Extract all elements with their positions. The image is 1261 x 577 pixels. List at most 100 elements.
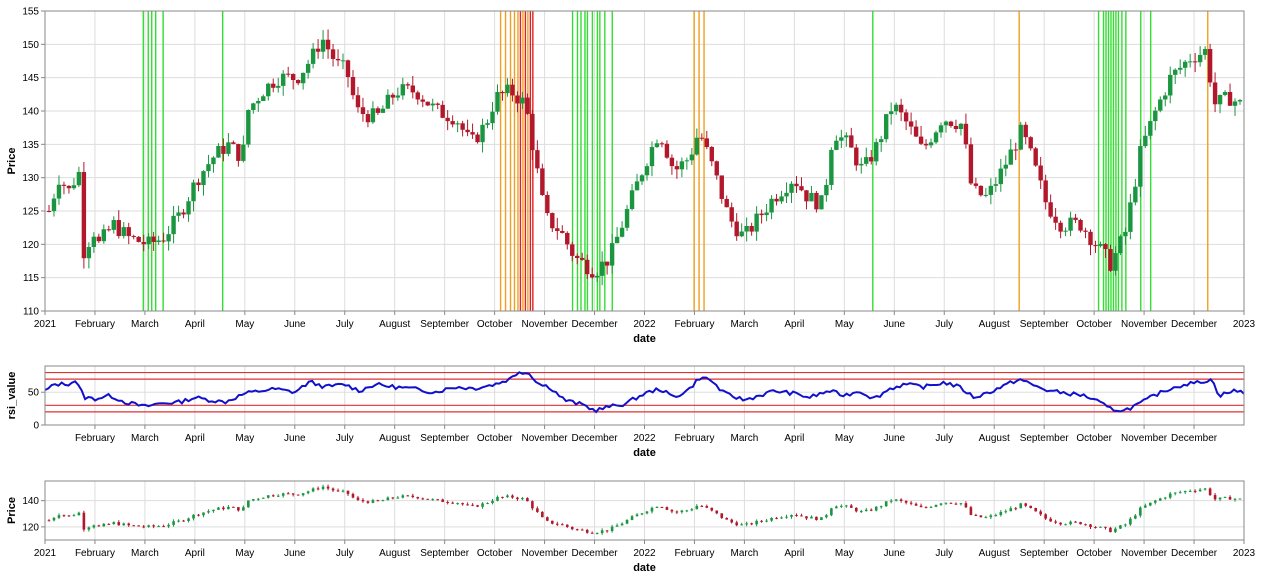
x-tick-label: August xyxy=(379,548,410,559)
overview-candlestick-panel[interactable]: 2021 February March April May June July August S… xyxy=(6,480,1256,574)
x-tick-label: September xyxy=(420,433,470,444)
overview-x-tick-labels: 2021 February March April May June July August S… xyxy=(34,540,1256,559)
candle-body xyxy=(51,198,57,212)
x-tick-label: 2022 xyxy=(633,433,656,444)
candle-body xyxy=(441,499,444,503)
candle-body xyxy=(1144,505,1147,508)
candle-body xyxy=(221,145,226,154)
candle-body xyxy=(1158,99,1163,111)
candle-body xyxy=(1038,165,1043,181)
candle-body xyxy=(664,143,670,158)
candle-body xyxy=(794,183,799,187)
y-tick-label: 155 xyxy=(22,7,39,18)
candle-body xyxy=(351,493,355,498)
candle-body xyxy=(500,91,505,94)
y-tick-label: 120 xyxy=(22,522,39,533)
candle-body xyxy=(744,225,749,232)
candle-body xyxy=(161,240,166,242)
x-tick-label: November xyxy=(522,433,569,444)
candle-body xyxy=(315,48,321,52)
candle-body xyxy=(96,236,102,242)
x-tick-label: March xyxy=(731,319,759,330)
candle-body xyxy=(730,519,734,523)
candle-body xyxy=(350,77,356,96)
candle-body xyxy=(1068,217,1073,231)
candle-body xyxy=(893,104,899,112)
candle-body xyxy=(181,212,186,215)
candle-body xyxy=(172,521,175,525)
candle-body xyxy=(844,135,849,138)
overview-x-axis-title: date xyxy=(633,562,656,574)
candle-body xyxy=(770,517,773,521)
candle-body xyxy=(311,488,315,492)
candle-body xyxy=(505,84,510,94)
candle-body xyxy=(1053,216,1058,223)
candle-body xyxy=(212,509,215,512)
candle-body xyxy=(815,516,818,521)
candle-body xyxy=(426,498,430,500)
candle-body xyxy=(1093,245,1098,247)
candle-body xyxy=(46,211,52,212)
candle-body xyxy=(1128,202,1133,232)
candle-body xyxy=(232,506,235,508)
candle-body xyxy=(799,186,804,191)
candle-body xyxy=(1003,164,1008,169)
x-tick-label: February xyxy=(674,548,714,559)
candle-body xyxy=(859,511,863,513)
candle-body xyxy=(959,503,963,505)
candle-body xyxy=(142,526,145,528)
candle-body xyxy=(919,505,923,508)
x-tick-label: October xyxy=(477,319,513,330)
candle-body xyxy=(276,85,281,88)
candle-body xyxy=(888,111,894,115)
candle-body xyxy=(964,503,968,508)
y-tick-label: 110 xyxy=(23,307,39,318)
candle-body xyxy=(944,502,948,504)
x-tick-label: May xyxy=(835,319,854,330)
candle-body xyxy=(948,121,954,126)
x-tick-label: February xyxy=(75,548,115,559)
y-tick-label: 145 xyxy=(22,73,39,84)
candle-body xyxy=(933,132,939,143)
candle-body xyxy=(242,507,245,511)
candle-body xyxy=(480,124,485,143)
candle-body xyxy=(177,520,180,522)
candle-body xyxy=(431,499,435,501)
candle-body xyxy=(850,505,853,508)
candle-body xyxy=(295,80,301,84)
candle-body xyxy=(1058,222,1063,232)
candle-body xyxy=(520,97,525,104)
y-tick-label: 120 xyxy=(22,240,39,251)
x-tick-label: April xyxy=(784,548,804,559)
candle-body xyxy=(1104,526,1107,528)
y-tick-label: 140 xyxy=(22,107,39,118)
candle-body xyxy=(511,495,514,498)
candle-body xyxy=(585,529,589,533)
candle-body xyxy=(1153,110,1158,122)
candle-body xyxy=(61,184,67,186)
candle-body xyxy=(1187,61,1193,63)
candle-body xyxy=(1158,498,1162,501)
candle-body xyxy=(1063,230,1068,232)
candle-body xyxy=(525,97,530,114)
candle-body xyxy=(800,515,803,517)
candle-body xyxy=(521,498,524,500)
candle-body xyxy=(943,121,949,126)
x-tick-label: July xyxy=(336,319,354,330)
candle-body xyxy=(685,510,689,512)
candle-body xyxy=(116,220,121,237)
candle-body xyxy=(674,166,680,170)
candle-body xyxy=(624,209,630,228)
candle-body xyxy=(330,49,336,59)
candle-body xyxy=(310,48,316,64)
candle-body xyxy=(620,523,624,526)
candle-body xyxy=(953,125,959,130)
candle-body xyxy=(774,198,779,202)
x-tick-label: October xyxy=(1076,433,1112,444)
candle-body xyxy=(869,157,874,162)
candle-body xyxy=(1202,49,1208,55)
candle-body xyxy=(725,517,729,520)
candle-body xyxy=(705,506,709,508)
candle-body xyxy=(1078,219,1083,231)
candle-body xyxy=(560,524,564,526)
